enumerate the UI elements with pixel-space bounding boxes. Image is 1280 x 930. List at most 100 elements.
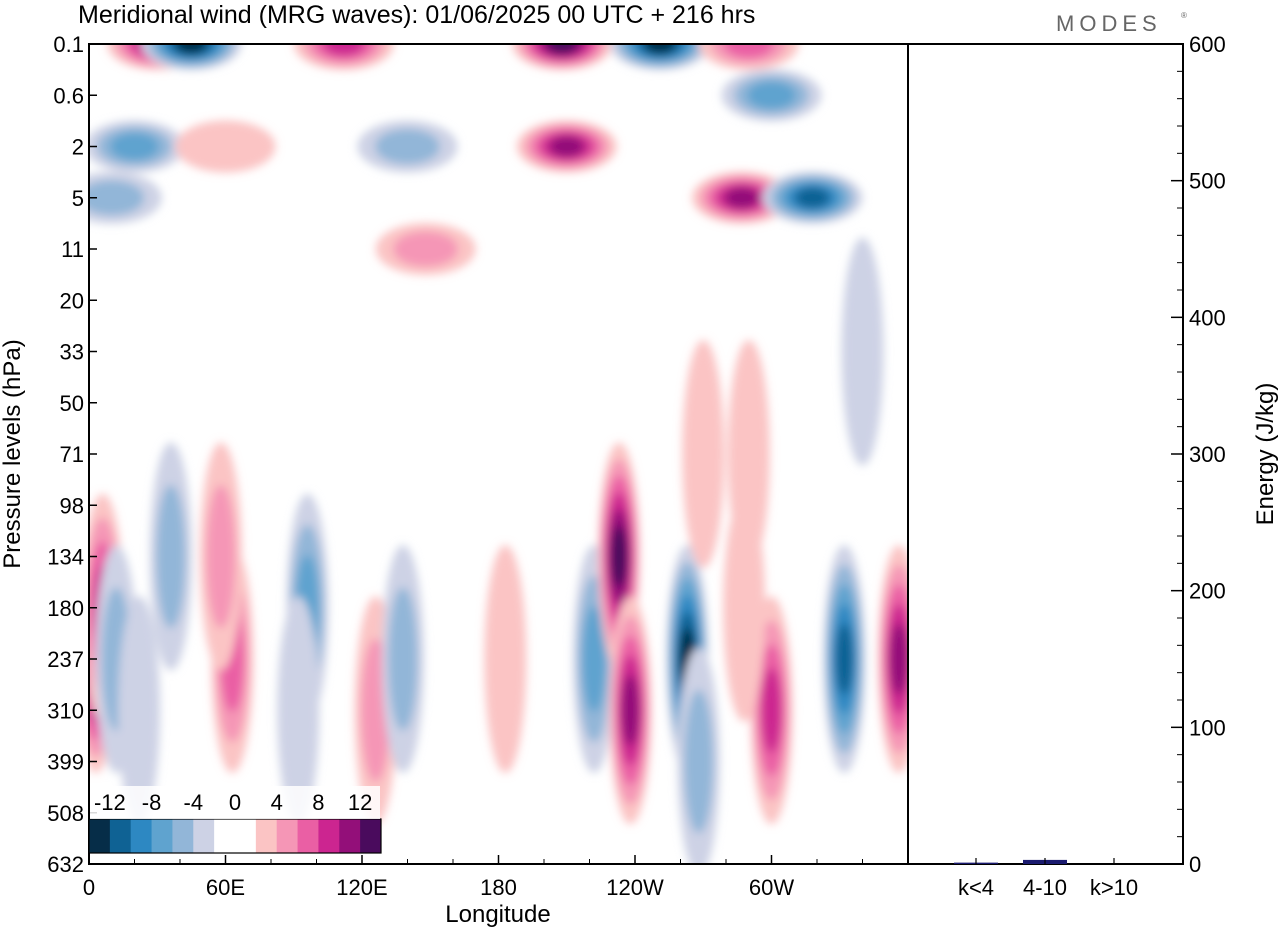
y-tick-label: 237 [47, 647, 84, 672]
y-tick-label: 5 [72, 186, 84, 211]
colorbar-swatch [109, 819, 132, 853]
negative-wind-contour [388, 587, 418, 731]
positive-wind-contour [727, 340, 770, 568]
colorbar-swatch [193, 819, 215, 853]
brand-registered-mark: ® [1181, 11, 1187, 20]
y-tick-label: 11 [61, 237, 84, 262]
y-tick-label: 134 [47, 545, 84, 570]
negative-wind-contour [747, 81, 796, 110]
colorbar-label: 8 [312, 790, 324, 815]
x-tick-label: 60E [206, 875, 245, 900]
colorbar: -12 -8 -4 0 4 8 12 [88, 786, 382, 854]
colorbar-label: 4 [271, 790, 283, 815]
negative-wind-contour [110, 132, 159, 161]
colorbar-label: -8 [142, 790, 162, 815]
y-tick-label: 0.6 [53, 83, 84, 108]
positive-wind-contour [206, 484, 236, 629]
colorbar-label-band [90, 786, 380, 819]
colorbar-label: -4 [184, 790, 204, 815]
x-axis-title: Longitude [445, 901, 550, 928]
brand-logo: MODES [1056, 11, 1162, 36]
positive-wind-contour [761, 667, 782, 753]
pressure-axis: 0.1 0.6 2 5 11 20 33 50 71 98 134 180 237 310 399 508 63… [47, 32, 97, 877]
energy-tick-label: 0 [1189, 852, 1201, 877]
colorbar-swatch [151, 819, 173, 853]
x-tick-label: 0 [83, 875, 95, 900]
y-axis-title: Pressure levels (hPa) [0, 339, 26, 568]
energy-plot-frame [907, 43, 1184, 865]
positive-wind-contour [175, 120, 276, 173]
y-tick-label: 399 [47, 750, 84, 775]
colorbar-swatch [297, 819, 319, 853]
energy-categories: k<4 4-10 k>10 [958, 858, 1138, 900]
y-tick-label: 180 [47, 596, 84, 621]
x-tick-label: 180 [480, 875, 517, 900]
positive-wind-contour [724, 187, 760, 209]
positive-wind-contour [323, 44, 364, 56]
positive-wind-contour [682, 340, 725, 568]
y-tick-label: 2 [72, 135, 84, 160]
positive-wind-contour [547, 44, 578, 54]
positive-wind-contour [610, 525, 628, 588]
colorbar-swatch [235, 819, 257, 853]
colorbar-label: -12 [94, 790, 126, 815]
colorbar-swatch [276, 819, 299, 853]
positive-wind-contour [484, 545, 527, 773]
negative-wind-contour [277, 596, 320, 825]
heatmap-field [89, 44, 908, 864]
negative-wind-contour [795, 187, 830, 209]
energy-axis-title: Energy (J/kg) [1252, 383, 1279, 526]
colorbar-label: 0 [229, 790, 241, 815]
positive-wind-contour [890, 623, 908, 695]
negative-wind-contour [118, 596, 161, 825]
x-tick-label: 60W [749, 875, 794, 900]
negative-wind-contour [841, 237, 884, 466]
colorbar-swatch [130, 819, 153, 853]
negative-wind-contour [176, 44, 207, 54]
category-label: k>10 [1090, 875, 1138, 900]
y-tick-label: 0.1 [53, 32, 84, 57]
negative-wind-contour [582, 606, 606, 712]
energy-tick-label: 200 [1189, 579, 1226, 604]
negative-wind-contour [644, 44, 676, 54]
positive-wind-contour [393, 231, 459, 267]
y-tick-label: 71 [60, 442, 84, 467]
negative-wind-contour [835, 623, 854, 695]
colorbar-swatch [172, 819, 194, 853]
y-tick-label: 508 [47, 801, 84, 826]
negative-wind-contour [684, 689, 714, 834]
negative-wind-contour [375, 129, 440, 164]
colorbar-swatch [89, 819, 111, 853]
positive-wind-contour [621, 674, 640, 746]
y-tick-label: 33 [60, 340, 84, 365]
energy-tick-label: 400 [1189, 305, 1226, 330]
y-tick-label: 632 [47, 852, 84, 877]
negative-wind-contour [89, 180, 145, 216]
y-tick-label: 98 [60, 493, 84, 518]
x-tick-label: 120W [606, 875, 664, 900]
y-tick-label: 50 [60, 391, 84, 416]
positive-wind-contour [549, 136, 584, 157]
heatmap-contours [89, 44, 908, 864]
colorbar-label: 12 [348, 790, 372, 815]
category-label: k<4 [958, 875, 994, 900]
colorbar-swatch [360, 819, 382, 853]
negative-wind-contour [156, 484, 186, 629]
category-label: 4-10 [1023, 875, 1067, 900]
chart-title: Meridional wind (MRG waves): 01/06/2025 … [78, 1, 755, 29]
y-tick-label: 310 [47, 698, 84, 723]
colorbar-swatch [255, 819, 278, 853]
y-tick-label: 20 [60, 288, 84, 313]
energy-tick-label: 500 [1189, 169, 1226, 194]
positive-wind-contour [724, 44, 774, 58]
energy-tick-label: 100 [1189, 715, 1226, 740]
longitude-axis: 0 60E 120E 180 120W 60W [83, 855, 863, 900]
colorbar-swatch [318, 819, 340, 853]
energy-tick-label: 300 [1189, 442, 1226, 467]
colorbar-swatch [339, 819, 361, 853]
colorbar-swatch [214, 819, 236, 853]
x-tick-label: 120E [336, 875, 387, 900]
energy-axis: 0 100 200 300 400 500 600 [1171, 32, 1226, 877]
energy-tick-label: 600 [1189, 32, 1226, 57]
